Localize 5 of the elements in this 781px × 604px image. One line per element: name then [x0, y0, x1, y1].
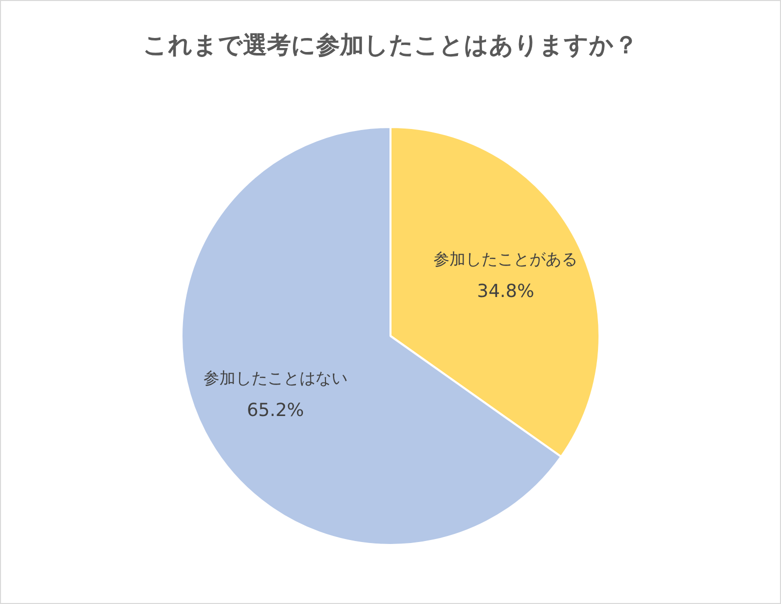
data-label: 34.8%: [476, 281, 534, 302]
slice-label: 参加したことはない: [203, 368, 348, 388]
chart-title: これまで選考に参加したことはありますか？: [142, 30, 639, 61]
data-label: 65.2%: [246, 400, 304, 422]
slice-label: 参加したことがある: [434, 250, 578, 269]
